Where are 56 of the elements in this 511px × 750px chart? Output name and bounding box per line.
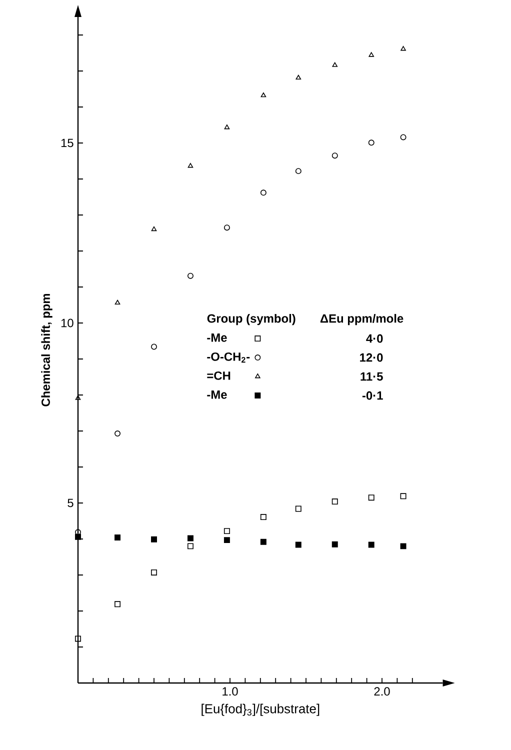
annotation: ΔEu ppm/mole	[320, 314, 404, 326]
point	[114, 601, 121, 608]
point	[296, 74, 302, 80]
point	[114, 430, 121, 436]
point	[400, 543, 406, 550]
x-axis-title: [Eu{fod}$_{3}$]/[substrate]	[202, 704, 320, 716]
point	[187, 543, 194, 550]
legend-title: Group (symbol)	[207, 314, 296, 326]
legend-label: -Me	[207, 390, 227, 399]
point	[114, 534, 121, 541]
point	[295, 542, 302, 548]
point	[400, 46, 406, 51]
point	[260, 538, 266, 545]
point	[295, 168, 302, 174]
point	[332, 152, 338, 159]
annotation: 12·0	[360, 353, 383, 362]
y-axis-title: Chemical shift, ppm	[41, 294, 52, 406]
point	[295, 506, 302, 512]
x-tick-label: 2.0	[374, 687, 390, 696]
point	[114, 300, 120, 305]
point	[332, 62, 338, 67]
point	[260, 514, 266, 520]
x-tick-label: 1.0	[222, 687, 238, 696]
point	[187, 272, 194, 279]
y-tick-label: 15	[61, 138, 74, 148]
annotation: 4·0	[366, 334, 383, 343]
point	[224, 124, 230, 130]
point	[151, 344, 157, 350]
point	[368, 494, 374, 501]
point	[368, 542, 374, 548]
legend-label: -Me	[207, 334, 227, 342]
legend-label: =CH	[207, 371, 230, 380]
point	[332, 541, 338, 548]
point	[187, 535, 194, 542]
point	[260, 92, 266, 98]
point	[368, 52, 374, 57]
y-tick-label: 5	[68, 498, 74, 508]
point	[75, 534, 81, 540]
annotation: -0·1	[362, 391, 383, 400]
point	[151, 569, 157, 576]
point	[188, 163, 194, 168]
point	[400, 493, 406, 500]
point	[400, 134, 406, 140]
point	[260, 190, 266, 196]
legend-label: -O-CH$_{2}$-	[207, 352, 250, 363]
point	[151, 536, 157, 542]
annotation: 11·5	[360, 372, 383, 381]
point	[75, 395, 81, 400]
point	[151, 226, 157, 232]
point	[368, 140, 374, 146]
point	[224, 224, 230, 231]
point	[75, 636, 81, 642]
point	[332, 498, 338, 505]
point	[224, 537, 230, 544]
y-tick-label: 10	[61, 318, 74, 328]
point	[224, 528, 230, 534]
